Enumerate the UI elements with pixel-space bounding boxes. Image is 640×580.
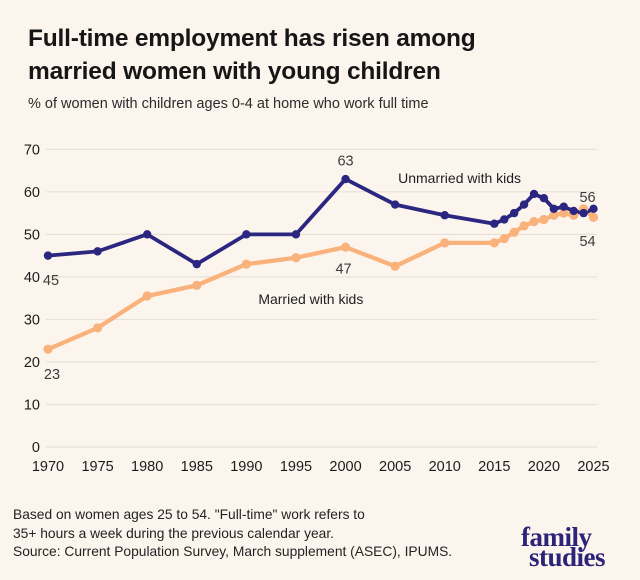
data-point-married-with-kids	[142, 291, 152, 301]
source-note-line3: Source: Current Population Survey, March…	[13, 544, 453, 560]
data-point-married-with-kids	[559, 208, 569, 218]
x-axis-tick-label: 2000	[329, 459, 361, 475]
data-point-unmarried-with-kids	[490, 219, 499, 228]
y-axis-tick-label: 30	[24, 312, 40, 328]
data-point-unmarried-with-kids	[579, 208, 588, 218]
data-point-unmarried-with-kids	[569, 206, 578, 216]
x-axis-tick-label: 1970	[32, 459, 64, 475]
source-note: Based on women ages 25 to 54. "Full-time…	[13, 506, 483, 562]
x-axis-tick-label: 2005	[379, 459, 411, 475]
y-axis-tick-label: 60	[24, 185, 40, 201]
data-point-label: 47	[335, 261, 351, 277]
y-axis-tick-label: 20	[24, 355, 40, 371]
y-axis-tick-label: 50	[24, 227, 40, 243]
x-axis-tick-label: 1975	[81, 459, 113, 475]
logo-word-family: family	[521, 522, 592, 552]
data-point-unmarried-with-kids	[529, 189, 539, 199]
y-axis-tick-label: 70	[24, 142, 40, 158]
page-title-line2: married women with young children	[28, 58, 441, 85]
source-note-line1: Based on women ages 25 to 54. "Full-time…	[13, 507, 365, 522]
data-point-married-with-kids	[509, 227, 519, 237]
data-point-unmarried-with-kids	[589, 204, 598, 214]
data-point-married-with-kids	[489, 238, 499, 248]
x-axis-tick-label: 1990	[230, 459, 262, 475]
source-note-line2: 35+ hours a week during the previous cal…	[13, 525, 334, 541]
data-point-unmarried-with-kids	[500, 215, 509, 224]
data-point-unmarried-with-kids	[539, 194, 549, 203]
data-point-married-with-kids	[499, 234, 509, 244]
data-point-married-with-kids	[440, 238, 450, 248]
y-axis-tick-label: 0	[32, 440, 40, 456]
data-point-label: 56	[579, 190, 595, 206]
y-axis-tick-label: 40	[24, 270, 40, 286]
x-axis-tick-label: 2025	[577, 459, 609, 475]
data-point-label: 63	[337, 153, 353, 169]
series-label: Married with kids	[258, 291, 363, 307]
x-axis-tick-label: 1980	[131, 459, 163, 475]
data-point-unmarried-with-kids	[390, 200, 400, 209]
data-point-unmarried-with-kids	[341, 174, 350, 184]
data-point-unmarried-with-kids	[192, 259, 201, 269]
chart-subtitle: % of women with children ages 0-4 at hom…	[28, 96, 429, 112]
data-point-married-with-kids	[43, 344, 53, 354]
x-axis-tick-label: 2020	[528, 459, 560, 475]
data-point-married-with-kids	[241, 259, 251, 269]
data-point-married-with-kids	[529, 216, 539, 227]
x-axis-tick-label: 1985	[181, 459, 213, 475]
data-point-married-with-kids	[588, 212, 599, 222]
data-point-married-with-kids	[549, 210, 559, 220]
data-point-label: 54	[579, 234, 595, 250]
data-point-unmarried-with-kids	[142, 230, 152, 239]
x-axis-tick-label: 2010	[429, 459, 461, 475]
family-studies-logo: family studies	[521, 522, 636, 572]
data-point-unmarried-with-kids	[43, 251, 53, 260]
data-point-unmarried-with-kids	[242, 230, 251, 239]
data-point-married-with-kids	[340, 242, 351, 252]
page-title-line1: Full-time employment has risen among	[28, 25, 476, 52]
page-title: Full-time employment has risen among mar…	[28, 22, 588, 88]
data-point-married-with-kids	[539, 214, 549, 225]
data-point-married-with-kids	[192, 280, 202, 290]
data-point-unmarried-with-kids	[559, 202, 568, 211]
data-point-unmarried-with-kids	[549, 204, 559, 214]
data-point-married-with-kids	[92, 323, 103, 333]
data-point-unmarried-with-kids	[440, 211, 449, 220]
data-point-unmarried-with-kids	[291, 230, 301, 239]
logo-word-studies: studies	[529, 542, 606, 572]
data-point-married-with-kids	[519, 221, 529, 231]
data-point-label: 23	[44, 367, 60, 383]
x-axis-tick-label: 2015	[478, 459, 510, 475]
data-point-married-with-kids	[390, 261, 400, 271]
data-point-unmarried-with-kids	[93, 247, 102, 256]
data-point-unmarried-with-kids	[509, 208, 519, 218]
x-axis-tick-label: 1995	[280, 459, 312, 475]
data-point-unmarried-with-kids	[519, 200, 529, 209]
data-point-label: 45	[43, 273, 59, 289]
y-axis-tick-label: 10	[24, 397, 40, 413]
series-label: Unmarried with kids	[398, 170, 521, 186]
data-point-married-with-kids	[291, 253, 301, 263]
